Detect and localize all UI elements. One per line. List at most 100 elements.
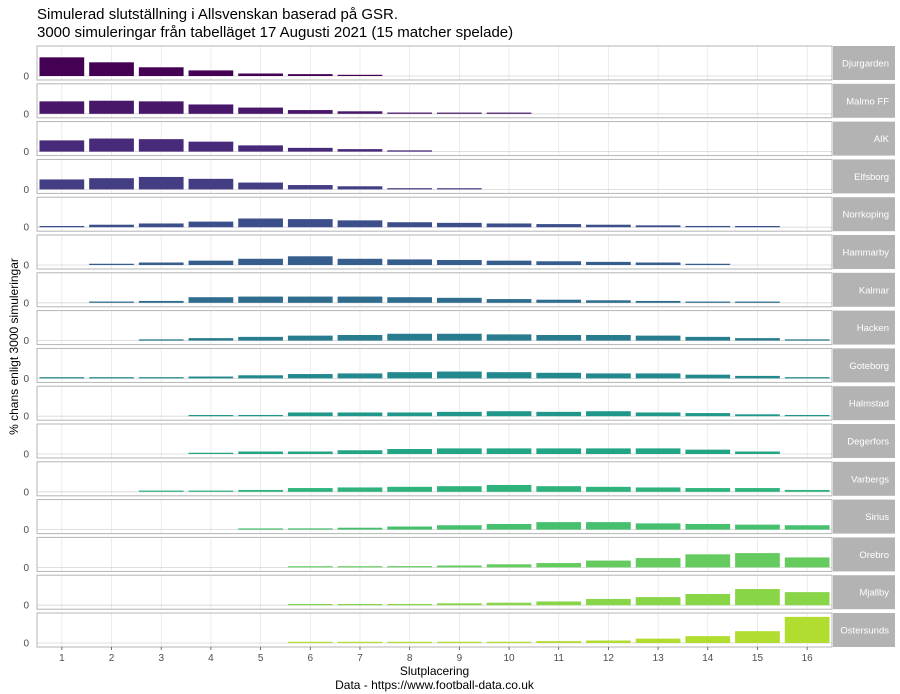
bar [387, 412, 433, 417]
bar [238, 258, 283, 265]
bar [387, 150, 433, 152]
bar [39, 226, 85, 228]
y-tick-label: 0 [23, 601, 29, 612]
bar [138, 67, 184, 76]
bar [238, 182, 283, 190]
facet-strip [833, 613, 895, 647]
bar [337, 220, 383, 228]
bar [387, 188, 433, 190]
bar [784, 557, 830, 568]
bar [238, 107, 283, 114]
bar [685, 524, 731, 530]
bar [635, 335, 681, 341]
bar [436, 525, 482, 530]
bar [337, 412, 383, 417]
bar [486, 641, 532, 643]
bar [287, 641, 333, 643]
bar [784, 525, 830, 530]
bar [436, 112, 482, 114]
bar [387, 526, 433, 530]
y-tick-label: 0 [23, 147, 29, 158]
facet-strip [833, 386, 895, 421]
bar [436, 565, 482, 568]
y-tick-label: 0 [23, 487, 29, 498]
bar [486, 260, 532, 265]
bar [536, 641, 582, 643]
bar [287, 335, 333, 341]
x-tick-label: 1 [59, 653, 65, 664]
bar [735, 375, 780, 379]
bar [685, 336, 731, 341]
facet-strip [833, 46, 895, 80]
bar [287, 74, 333, 76]
x-tick-label: 11 [554, 653, 565, 664]
bar [138, 139, 184, 152]
bar [486, 372, 532, 379]
chart-title: Simulerad slutställning i Allsvenskan ba… [37, 6, 513, 42]
bar [486, 411, 532, 417]
panel-border [36, 499, 833, 535]
bar [436, 333, 482, 341]
bar [238, 73, 283, 76]
bar [387, 333, 433, 341]
x-tick-label: 3 [158, 653, 164, 664]
bar [586, 300, 631, 303]
bar [685, 488, 731, 492]
bar [238, 414, 283, 417]
bar [685, 374, 731, 379]
bar [287, 451, 333, 454]
y-tick-label: 0 [23, 223, 29, 234]
bar [635, 638, 681, 643]
bar [486, 484, 532, 492]
y-tick-label: 0 [23, 109, 29, 120]
bar [586, 448, 631, 454]
bar [337, 373, 383, 379]
bar [486, 334, 532, 341]
x-tick-label: 4 [208, 653, 214, 664]
bar [536, 486, 582, 492]
facet-label: Hammarby [843, 248, 890, 259]
panel-border [36, 536, 833, 572]
bar [586, 598, 631, 606]
bar [586, 411, 631, 417]
bar [735, 631, 780, 643]
bar [436, 603, 482, 606]
facet-strip [833, 537, 895, 572]
bar [138, 377, 184, 379]
bar [387, 603, 433, 606]
bar [188, 104, 234, 114]
bar [337, 111, 383, 114]
bar [138, 339, 184, 341]
bar [337, 450, 383, 454]
bar [486, 299, 532, 303]
bar [287, 528, 333, 530]
bar [486, 524, 532, 530]
bar [188, 338, 234, 341]
y-tick-label: 0 [23, 639, 29, 650]
bar [685, 301, 731, 303]
panel-border [36, 423, 833, 459]
bar [287, 147, 333, 152]
facet-strip [833, 121, 895, 156]
bar [436, 641, 482, 643]
bar [39, 57, 85, 76]
bar [536, 261, 582, 265]
bar [685, 594, 731, 606]
bar [784, 592, 830, 606]
bar [586, 640, 631, 643]
bar [635, 558, 681, 568]
bar [188, 70, 234, 76]
bar [39, 140, 85, 152]
facet-label: Hacken [857, 323, 889, 334]
bar [287, 256, 333, 265]
panel-border [36, 196, 833, 232]
bar [138, 490, 184, 492]
bar [387, 449, 433, 454]
facet-strip [833, 235, 895, 269]
bar [188, 221, 234, 228]
bar [635, 448, 681, 454]
bar [287, 488, 333, 492]
bar [337, 74, 383, 76]
bar [635, 487, 681, 492]
